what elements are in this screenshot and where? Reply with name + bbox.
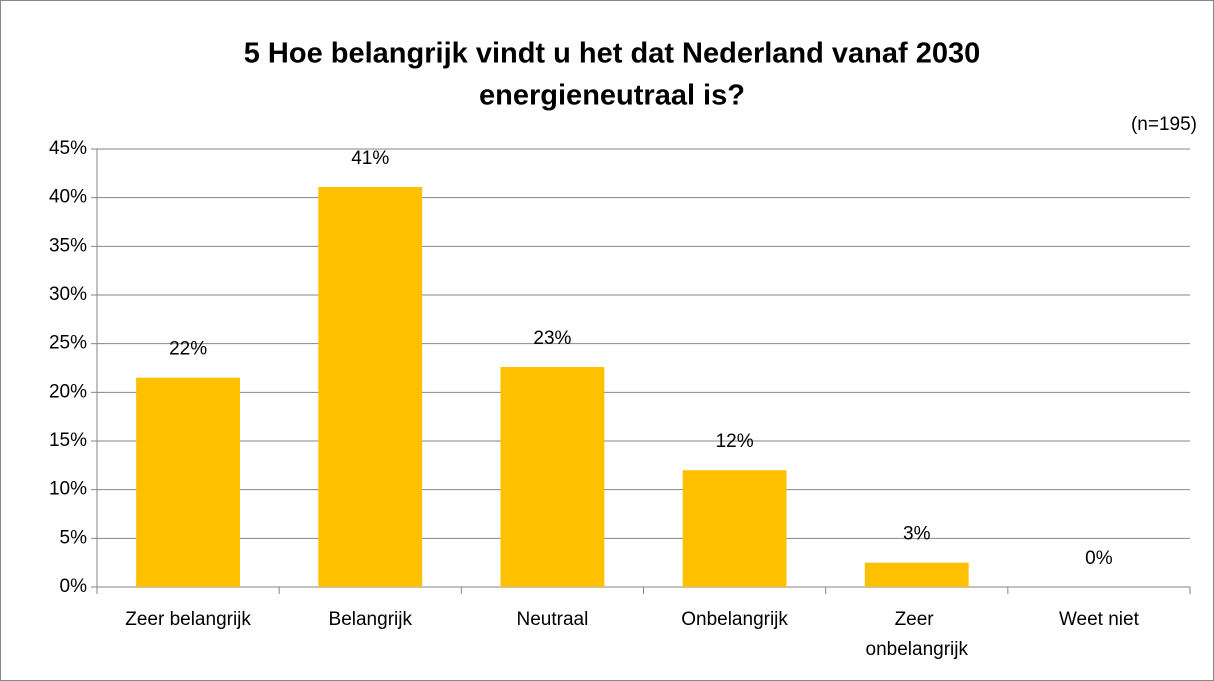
y-tick-label: 25% xyxy=(49,333,87,354)
bar xyxy=(136,377,241,587)
y-tick-label: 45% xyxy=(49,138,87,159)
y-tick-label: 15% xyxy=(49,430,87,451)
x-tick-label: Neutraal xyxy=(517,609,589,630)
chart-subtitle: (n=195) xyxy=(1131,114,1197,135)
x-tick-label: Onbelangrijk xyxy=(681,609,788,630)
chart-title: energieneutraal is? xyxy=(479,80,745,112)
x-tick-label: Weet niet xyxy=(1059,609,1140,630)
data-label: 22% xyxy=(169,339,207,360)
chart-title: 5 Hoe belangrijk vindt u het dat Nederla… xyxy=(244,38,980,70)
y-tick-label: 0% xyxy=(60,576,88,597)
data-label: 0% xyxy=(1085,548,1113,569)
y-tick-label: 10% xyxy=(49,479,87,500)
x-tick-label: Zeer belangrijk xyxy=(125,609,251,630)
bar xyxy=(864,562,969,587)
y-tick-label: 20% xyxy=(49,381,87,402)
data-label: 41% xyxy=(351,148,389,169)
y-tick-label: 5% xyxy=(60,527,88,548)
data-label: 23% xyxy=(533,328,571,349)
y-tick-label: 30% xyxy=(49,284,87,305)
bar xyxy=(500,367,605,587)
bar xyxy=(682,470,787,587)
data-label: 3% xyxy=(903,524,931,545)
y-tick-label: 35% xyxy=(49,235,87,256)
x-tick-label: Belangrijk xyxy=(329,609,413,630)
y-tick-label: 40% xyxy=(49,187,87,208)
x-tick-label: Zeer onbelangrijk xyxy=(866,609,969,660)
data-label: 12% xyxy=(716,431,754,452)
bar xyxy=(318,186,423,587)
